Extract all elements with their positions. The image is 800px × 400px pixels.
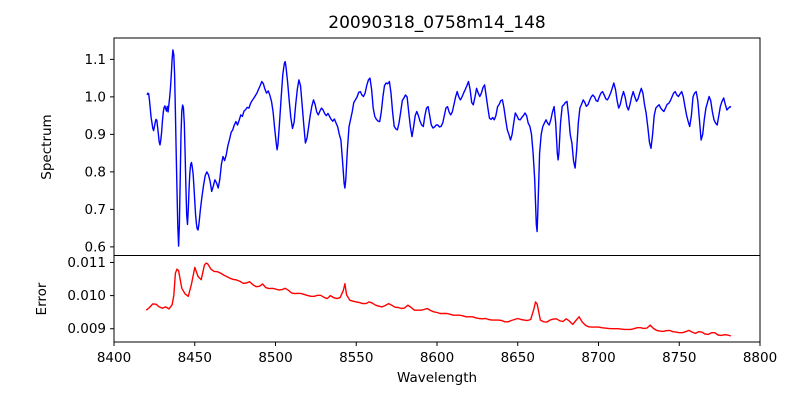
y-axis-label-error: Error xyxy=(34,282,50,316)
y-tick-label: 0.7 xyxy=(85,202,106,218)
y-tick-label: 1.1 xyxy=(85,52,106,68)
x-axis-label: Wavelength xyxy=(396,370,478,386)
axes-frame-spectrum xyxy=(113,37,761,256)
y-axis-label-spectrum: Spectrum xyxy=(39,114,55,180)
y-tick-label: 0.8 xyxy=(85,164,106,180)
x-tick-label: 8500 xyxy=(258,350,292,366)
x-tick-label: 8400 xyxy=(97,350,131,366)
x-tick-label: 8550 xyxy=(339,350,373,366)
y-tick-label: 0.010 xyxy=(67,288,106,304)
y-tick-label: 0.6 xyxy=(85,239,106,255)
x-tick-label: 8450 xyxy=(178,350,212,366)
x-tick-label: 8700 xyxy=(581,350,615,366)
y-tick-label: 0.009 xyxy=(67,321,106,337)
y-tick-label: 1.0 xyxy=(85,89,106,105)
spectrum-line xyxy=(146,49,732,247)
error-line xyxy=(145,262,732,337)
x-tick-label: 8800 xyxy=(743,350,777,366)
y-tick-label: 0.9 xyxy=(85,127,106,143)
axes-frame-error xyxy=(113,255,761,343)
x-tick-label: 8650 xyxy=(501,350,535,366)
chart-title: 20090318_0758m14_148 xyxy=(328,13,546,33)
y-tick-label: 0.011 xyxy=(67,255,106,271)
x-tick-label: 8600 xyxy=(420,350,454,366)
x-tick-label: 8750 xyxy=(662,350,696,366)
